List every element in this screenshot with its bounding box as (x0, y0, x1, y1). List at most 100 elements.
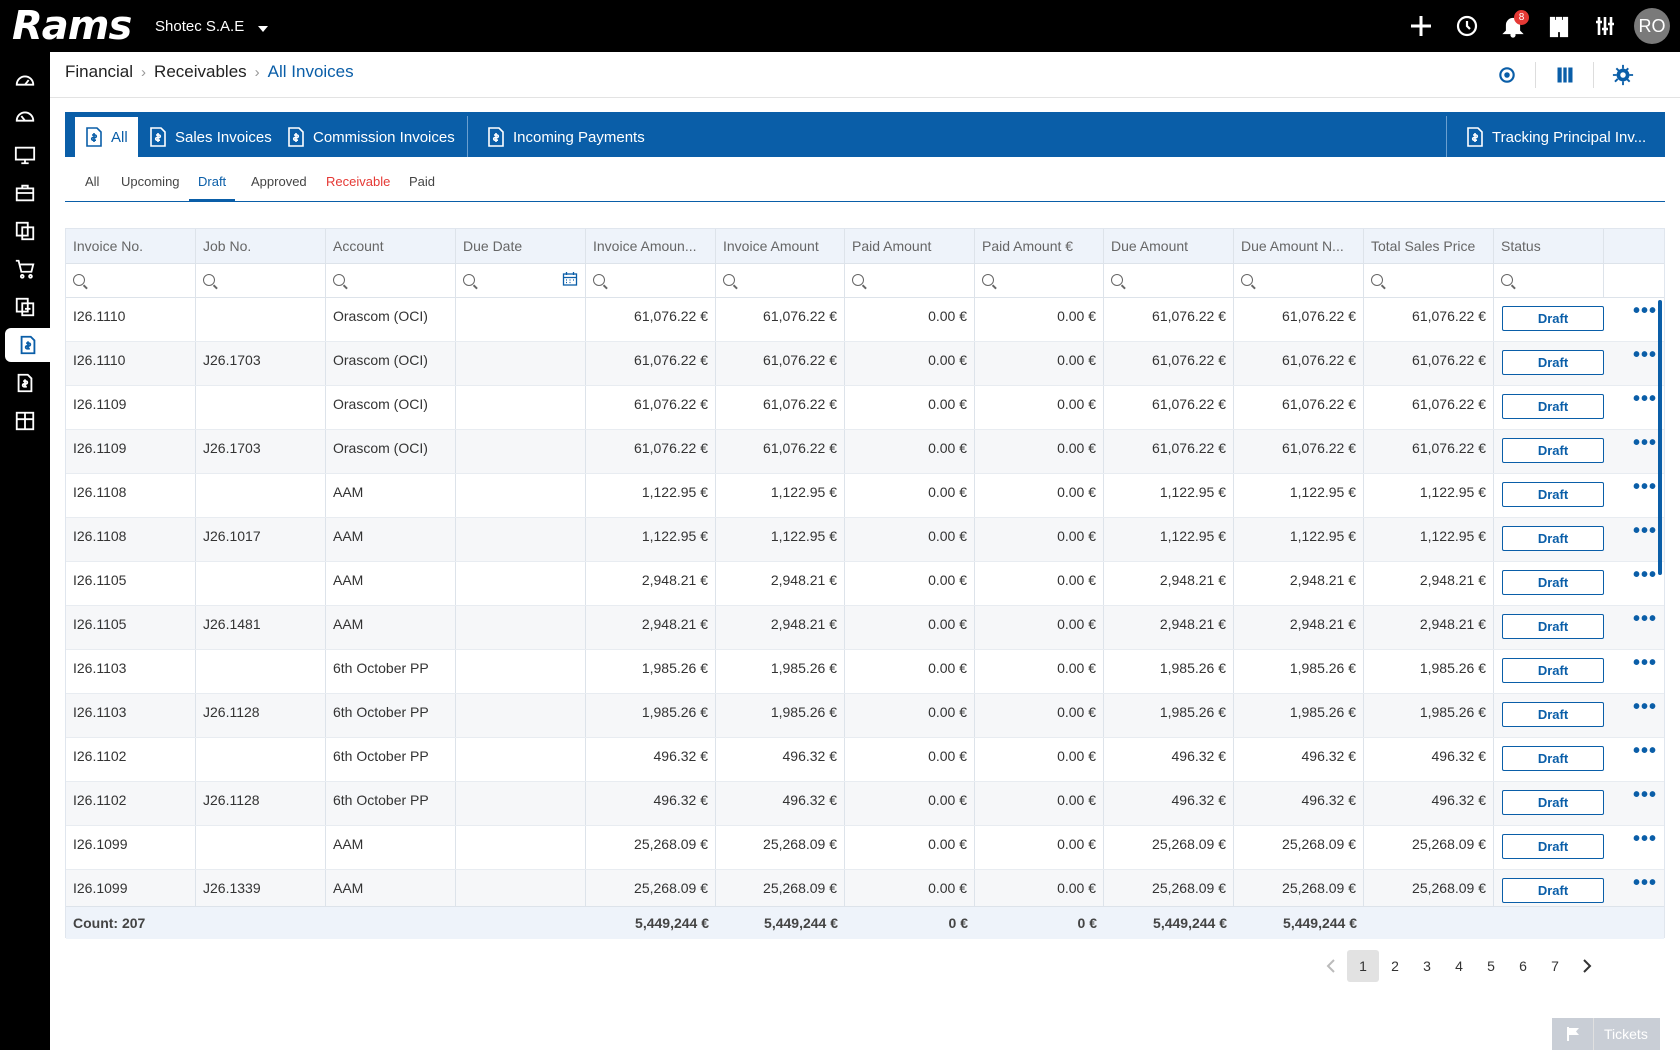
invoice-icon[interactable] (5, 328, 50, 362)
subtab-receivable[interactable]: Receivable (326, 174, 391, 189)
prev-page-icon[interactable] (1315, 950, 1347, 982)
more-options-icon[interactable]: ••• (1633, 476, 1658, 498)
gear-icon[interactable] (1594, 62, 1652, 88)
column-filter-input[interactable] (1104, 264, 1234, 297)
sliders-icon[interactable] (1582, 0, 1628, 52)
column-filter-input[interactable] (586, 264, 716, 297)
column-filter-input[interactable] (196, 264, 326, 297)
table-row[interactable]: I26.1103 J26.1128 6th October PP 1,985.26 €… (66, 694, 1664, 738)
more-options-icon[interactable]: ••• (1633, 740, 1658, 762)
table-row[interactable]: I26.1110 Orascom (OCI) 61,076.22 €61,076.2… (66, 298, 1664, 342)
history-icon[interactable] (1444, 0, 1490, 52)
avatar[interactable]: RO (1634, 8, 1670, 44)
tab-tracking-principal-invoices[interactable]: Tracking Principal Inv... (1456, 117, 1656, 157)
column-filter-input[interactable] (66, 264, 196, 297)
breadcrumb-financial[interactable]: Financial (65, 62, 134, 81)
app-logo[interactable]: Rams (12, 3, 132, 49)
briefcase-icon[interactable] (5, 176, 45, 210)
bell-icon[interactable]: 8 (1490, 0, 1536, 52)
table-row[interactable]: I26.1099 AAM 25,268.09 €25,268.09 €0.00 €0… (66, 826, 1664, 870)
tab-incoming-payments[interactable]: Incoming Payments (477, 117, 655, 157)
more-options-icon[interactable]: ••• (1633, 872, 1658, 894)
next-page-icon[interactable] (1571, 950, 1603, 982)
tab-commission-invoices[interactable]: Commission Invoices (277, 117, 465, 157)
column-filter-input[interactable] (1234, 264, 1364, 297)
column-header[interactable]: Account (326, 229, 456, 263)
status-badge[interactable]: Draft (1502, 658, 1604, 683)
table-row[interactable]: I26.1102 J26.1128 6th October PP 496.32 €49… (66, 782, 1664, 826)
status-badge[interactable]: Draft (1502, 790, 1604, 815)
more-options-icon[interactable]: ••• (1633, 828, 1658, 850)
column-header[interactable]: Paid Amount (845, 229, 975, 263)
status-badge[interactable]: Draft (1502, 482, 1604, 507)
cart-icon[interactable] (5, 252, 45, 286)
column-header[interactable]: Paid Amount € (975, 229, 1104, 263)
column-header[interactable]: Status (1494, 229, 1604, 263)
page-button[interactable]: 1 (1347, 950, 1379, 982)
more-options-icon[interactable]: ••• (1633, 696, 1658, 718)
subtab-paid[interactable]: Paid (409, 174, 436, 189)
page-button[interactable]: 6 (1519, 958, 1527, 974)
status-badge[interactable]: Draft (1502, 834, 1604, 859)
more-options-icon[interactable]: ••• (1633, 520, 1658, 542)
column-filter-input[interactable] (975, 264, 1104, 297)
status-badge[interactable]: Draft (1502, 526, 1604, 551)
documents-icon[interactable] (5, 214, 45, 248)
page-button[interactable]: 2 (1391, 958, 1399, 974)
column-filter-input[interactable] (1494, 264, 1604, 297)
column-filter-input[interactable] (845, 264, 975, 297)
plus-icon[interactable] (1398, 0, 1444, 52)
monitor-icon[interactable] (5, 138, 45, 172)
calendar-icon[interactable] (562, 271, 578, 290)
grid-icon[interactable] (5, 404, 45, 438)
page-button[interactable]: 3 (1423, 958, 1431, 974)
table-row[interactable]: I26.1108 AAM 1,122.95 €1,122.95 €0.00 €0.0… (66, 474, 1664, 518)
table-row[interactable]: I26.1103 6th October PP 1,985.26 €1,985.26… (66, 650, 1664, 694)
status-badge[interactable]: Draft (1502, 570, 1604, 595)
more-options-icon[interactable]: ••• (1633, 432, 1658, 454)
subtab-all[interactable]: All (85, 174, 100, 189)
column-header[interactable]: Invoice No. (66, 229, 196, 263)
page-button[interactable]: 4 (1455, 958, 1463, 974)
dashboard-icon[interactable] (5, 64, 45, 98)
column-filter-input[interactable] (1364, 264, 1494, 297)
status-badge[interactable]: Draft (1502, 702, 1604, 727)
breadcrumb-receivables[interactable]: Receivables (154, 62, 247, 81)
column-header[interactable]: Due Amount (1104, 229, 1234, 263)
more-options-icon[interactable]: ••• (1633, 652, 1658, 674)
column-filter-input[interactable] (456, 264, 586, 297)
table-row[interactable]: I26.1108 J26.1017 AAM 1,122.95 €1,122.95 €0… (66, 518, 1664, 562)
tickets-button[interactable]: Tickets (1552, 1018, 1660, 1050)
subtab-upcoming[interactable]: Upcoming (121, 174, 180, 189)
refresh-icon[interactable] (1478, 62, 1536, 88)
castle-icon[interactable] (1536, 0, 1582, 52)
column-header[interactable]: Job No. (196, 229, 326, 263)
columns-icon[interactable] (1536, 62, 1594, 88)
more-options-icon[interactable]: ••• (1633, 388, 1658, 410)
table-scrollbar[interactable] (1658, 300, 1662, 575)
page-button[interactable]: 7 (1551, 958, 1559, 974)
page-button[interactable]: 5 (1487, 958, 1495, 974)
dashboard-alt-icon[interactable] (5, 100, 45, 134)
more-options-icon[interactable]: ••• (1633, 608, 1658, 630)
table-row[interactable]: I26.1105 AAM 2,948.21 €2,948.21 €0.00 €0.0… (66, 562, 1664, 606)
column-header[interactable]: Due Amount N... (1234, 229, 1364, 263)
column-filter-input[interactable] (326, 264, 456, 297)
subtab-approved[interactable]: Approved (251, 174, 307, 189)
more-options-icon[interactable]: ••• (1633, 300, 1658, 322)
table-row[interactable]: I26.1109 J26.1703 Orascom (OCI) 61,076.22 €… (66, 430, 1664, 474)
more-options-icon[interactable]: ••• (1633, 564, 1658, 586)
column-filter-input[interactable] (716, 264, 845, 297)
table-row[interactable]: I26.1109 Orascom (OCI) 61,076.22 €61,076.2… (66, 386, 1664, 430)
company-selector[interactable]: Shotec S.A.E (155, 18, 269, 35)
invoice-alt-icon[interactable] (5, 366, 45, 400)
status-badge[interactable]: Draft (1502, 878, 1604, 903)
status-badge[interactable]: Draft (1502, 350, 1604, 375)
more-options-icon[interactable]: ••• (1633, 784, 1658, 806)
column-header[interactable]: Invoice Amoun... (586, 229, 716, 263)
more-options-icon[interactable]: ••• (1633, 344, 1658, 366)
reports-icon[interactable] (5, 290, 45, 324)
status-badge[interactable]: Draft (1502, 306, 1604, 331)
table-row[interactable]: I26.1105 J26.1481 AAM 2,948.21 €2,948.21 €0… (66, 606, 1664, 650)
status-badge[interactable]: Draft (1502, 438, 1604, 463)
